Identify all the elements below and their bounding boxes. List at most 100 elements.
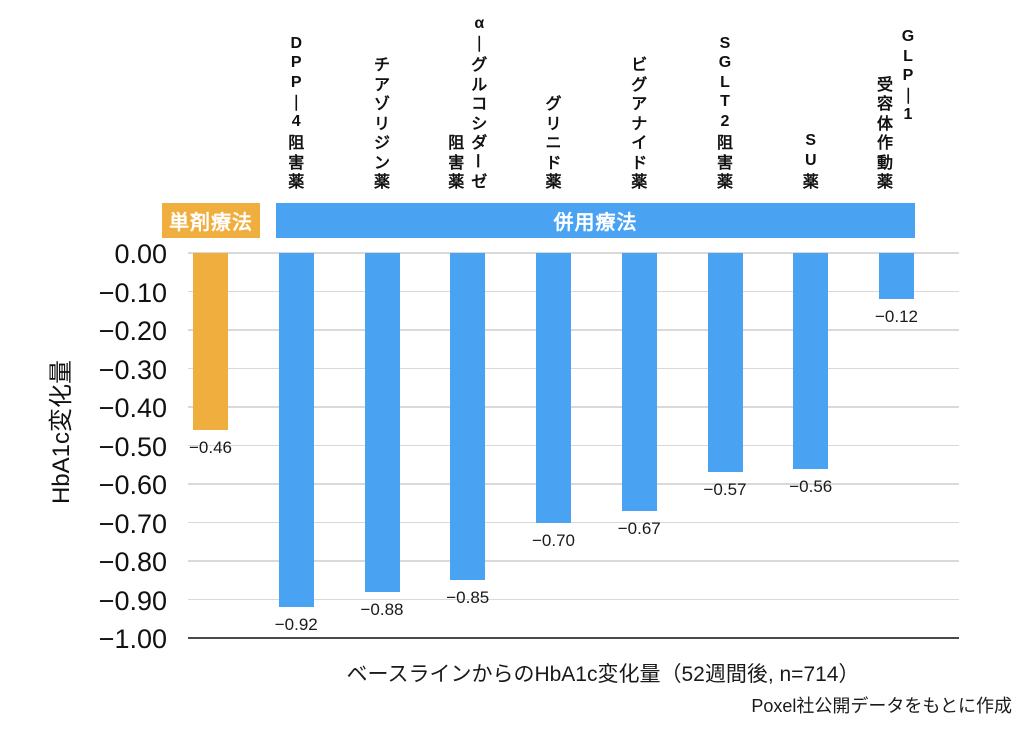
category-label-char: S (719, 34, 731, 52)
y-tick-label: −0.40 (98, 393, 167, 423)
category-label-char: 薬 (288, 174, 305, 192)
gridline (188, 521, 959, 524)
category-label-char: 薬 (373, 174, 390, 192)
bar-value-label: −0.57 (703, 480, 747, 500)
category-label-char: P (902, 67, 914, 85)
bar-combo (364, 253, 400, 592)
gridline (188, 560, 959, 562)
category-label-char: G (718, 54, 732, 72)
category-label-char: ― (471, 35, 489, 52)
category-label-char: ナ (631, 115, 648, 133)
category-label-char: ア (373, 76, 390, 94)
category-label-char: T (720, 93, 730, 111)
category-label-char: G (901, 28, 915, 46)
bar-combo (793, 253, 829, 469)
category-label-char: ア (631, 96, 648, 114)
x-axis-baseline (188, 637, 959, 639)
bar-value-label: −0.92 (274, 615, 318, 635)
category-label-column: 阻害薬 (446, 132, 466, 191)
y-tick-label: −0.60 (98, 470, 167, 500)
category-label-char: 薬 (716, 174, 733, 192)
category-label-char: ド (631, 154, 648, 172)
category-label: ビグアナイド薬 (579, 0, 699, 191)
combination-therapy-band-label: 併用療法 (276, 203, 915, 238)
category-label-column: D P P ― 4 阻害薬 (286, 34, 306, 192)
category-label-column: 受容体作動薬 (875, 73, 895, 192)
bar-combo (536, 253, 571, 523)
bar-mono (193, 253, 228, 431)
y-tick-label: −0.10 (98, 277, 167, 308)
category-label: D P P ― 4 阻害薬 (236, 0, 356, 192)
category-label: グリニド薬 (494, 0, 614, 191)
category-label-char: 2 (720, 112, 730, 130)
category-label-char: 薬 (448, 174, 465, 192)
gridline (188, 290, 959, 293)
y-tick-label: −0.70 (98, 508, 167, 539)
category-label-char: ー (468, 152, 486, 169)
category-label-char: リ (545, 115, 562, 133)
category-label-char: 4 (291, 112, 301, 130)
y-tick-label: −0.90 (98, 585, 167, 616)
category-label-char: ル (471, 76, 488, 94)
category-label-column: G L P ― 1 (898, 28, 918, 126)
category-label-char: 阻 (288, 135, 305, 153)
category-label-char: 薬 (876, 174, 893, 192)
category-label-column: グリニド薬 (544, 93, 564, 191)
source-credit: Poxel社公開データをもとに作成 (751, 696, 1012, 716)
category-label-char: 薬 (802, 174, 819, 192)
category-label-char: 容 (876, 96, 893, 114)
category-label-char: 動 (876, 154, 893, 172)
category-label-char: グ (545, 96, 562, 114)
category-label-char: グ (471, 57, 488, 75)
category-label-char: グ (631, 76, 648, 94)
category-label-char: リ (373, 115, 390, 133)
bar-combo (278, 253, 314, 608)
category-label-char: ― (900, 87, 917, 104)
category-label-column: ビグアナイド薬 (629, 54, 649, 191)
y-tick-label: 0.00 (114, 239, 167, 269)
category-label-char: ゾ (373, 96, 390, 114)
bar-combo (621, 253, 657, 511)
x-axis-title: ベースラインからのHbA1c変化量（52週間後, n=714） (346, 663, 860, 686)
gridline (188, 406, 959, 408)
category-label-char: イ (631, 135, 648, 153)
y-tick-label: −0.30 (98, 354, 167, 385)
category-label-char: ド (545, 154, 562, 172)
category-label: α ― グルコシダーゼ阻害薬 (408, 0, 528, 191)
category-label-char: チ (373, 57, 390, 75)
bar-value-label: −0.85 (446, 588, 490, 608)
gridline (188, 367, 959, 370)
category-label-char: ジ (373, 135, 390, 153)
category-label-char: 薬 (545, 174, 562, 192)
category-label-char: 阻 (716, 135, 733, 153)
category-label-char: 作 (876, 135, 893, 153)
category-label-char: ダ (471, 135, 488, 153)
category-label: G L P ― 1 受容体作動薬 (837, 0, 957, 192)
category-label-char: 害 (716, 154, 733, 172)
category-label: チアゾリジン薬 (322, 0, 442, 191)
category-label-char: ニ (545, 135, 562, 153)
category-label-char: 1 (903, 106, 913, 124)
gridline (188, 598, 959, 601)
gridline (188, 483, 959, 485)
category-label-char: 体 (876, 115, 893, 133)
gridline (188, 444, 959, 447)
category-label-char: P (290, 54, 302, 72)
category-label-char: 害 (448, 154, 465, 172)
category-label-char: 害 (288, 154, 305, 172)
category-label-char: L (903, 47, 913, 65)
category-label-char: ビ (631, 57, 648, 75)
category-label-column: チアゾリジン薬 (372, 54, 392, 191)
category-label-char: 阻 (448, 135, 465, 153)
category-label-column: α ― グルコシダーゼ (468, 15, 489, 191)
category-label-char: ― (288, 94, 306, 111)
bar-value-label: −0.67 (617, 518, 661, 538)
y-tick-label: −0.20 (98, 316, 167, 346)
category-label-char: L (720, 73, 730, 91)
category-label-char: シ (471, 115, 488, 133)
category-label-char: S (805, 132, 817, 150)
